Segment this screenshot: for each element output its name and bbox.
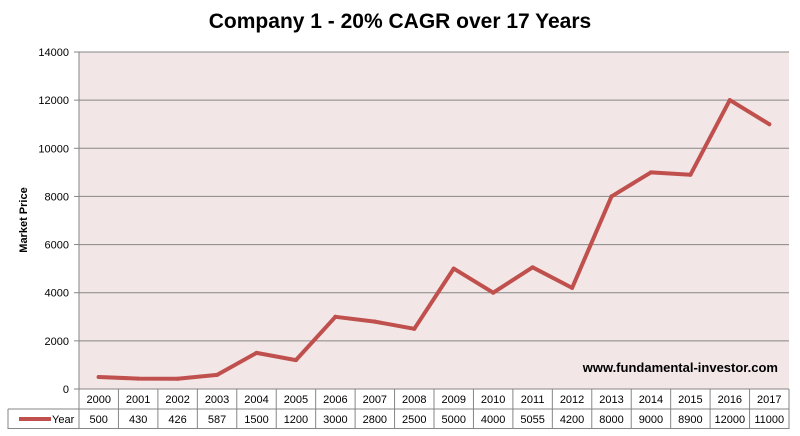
y-tick-label: 8000 xyxy=(45,191,69,203)
x-tick-label: 2013 xyxy=(599,394,623,406)
x-tick-label: 2004 xyxy=(244,394,268,406)
data-point xyxy=(412,326,417,331)
data-point xyxy=(136,376,141,381)
x-tick-label: 2011 xyxy=(521,394,545,406)
data-value-cell: 1200 xyxy=(284,414,308,426)
data-value-cell: 1500 xyxy=(244,414,268,426)
y-tick-label: 14000 xyxy=(38,47,69,59)
data-point xyxy=(491,290,496,295)
y-tick-label: 10000 xyxy=(38,143,69,155)
data-value-cell: 11000 xyxy=(754,414,784,426)
data-point xyxy=(451,266,456,271)
data-point xyxy=(570,285,575,290)
data-value-cell: 12000 xyxy=(715,414,746,426)
y-tick-label: 6000 xyxy=(45,240,69,252)
series-line-year xyxy=(96,98,772,381)
data-value-cell: 5055 xyxy=(520,414,544,426)
data-value-cell: 587 xyxy=(208,414,226,426)
legend-label-year: Year xyxy=(52,414,75,426)
x-tick-label: 2002 xyxy=(165,394,189,406)
watermark-url: www.fundamental-investor.com xyxy=(582,360,778,375)
gridlines xyxy=(74,51,789,390)
x-tick-label: 2001 xyxy=(126,394,150,406)
y-tick-label: 12000 xyxy=(38,95,69,107)
x-tick-label: 2007 xyxy=(363,394,387,406)
data-value-cell: 4000 xyxy=(481,414,505,426)
data-table: 2000 2001 2002 2003 2004 2005 2006 2007 2008 2009… xyxy=(7,388,790,429)
data-point xyxy=(688,172,693,177)
x-tick-label: 2003 xyxy=(205,394,229,406)
y-tick-label: 0 xyxy=(63,384,69,396)
data-value-cell: 8000 xyxy=(599,414,623,426)
data-point xyxy=(372,319,377,324)
data-point xyxy=(215,372,220,377)
data-value-cell: 5000 xyxy=(441,414,465,426)
data-point xyxy=(333,314,338,319)
x-tick-label: 2009 xyxy=(441,394,465,406)
data-value-cell: 4200 xyxy=(560,414,584,426)
x-tick-label: 2012 xyxy=(560,394,584,406)
data-value-cell: 9000 xyxy=(639,414,663,426)
chart-title: Company 1 - 20% CAGR over 17 Years xyxy=(209,10,591,33)
data-point xyxy=(609,194,614,199)
plot-area xyxy=(79,52,789,389)
x-tick-label: 2008 xyxy=(402,394,426,406)
y-tick-label: 2000 xyxy=(45,336,69,348)
data-point xyxy=(96,374,101,379)
series-points xyxy=(96,98,772,381)
data-value-cell: 430 xyxy=(129,414,147,426)
data-value-cell: 2800 xyxy=(363,414,387,426)
x-tick-label: 2014 xyxy=(639,394,663,406)
data-point xyxy=(767,122,772,127)
data-value-cell: 3000 xyxy=(323,414,347,426)
data-point xyxy=(727,98,732,103)
y-axis-title: Market Price xyxy=(18,187,30,252)
data-value-cell: 8900 xyxy=(678,414,702,426)
x-tick-label: 2016 xyxy=(718,394,742,406)
x-tick-label: 2006 xyxy=(323,394,347,406)
x-tick-label: 2005 xyxy=(284,394,308,406)
data-point xyxy=(254,350,259,355)
data-point xyxy=(293,358,298,363)
data-point xyxy=(175,376,180,381)
data-point xyxy=(648,170,653,175)
x-tick-label: 2015 xyxy=(678,394,702,406)
data-value-cell: 500 xyxy=(90,414,108,426)
y-axis-ticks: 0 2000 4000 6000 8000 10000 12000 14000 xyxy=(38,47,69,396)
data-value-cell: 426 xyxy=(168,414,186,426)
x-tick-label: 2000 xyxy=(86,394,110,406)
x-tick-label: 2017 xyxy=(757,394,781,406)
y-tick-label: 4000 xyxy=(45,288,69,300)
data-value-cell: 2500 xyxy=(402,414,426,426)
data-point xyxy=(530,265,535,270)
x-tick-label: 2010 xyxy=(481,394,505,406)
